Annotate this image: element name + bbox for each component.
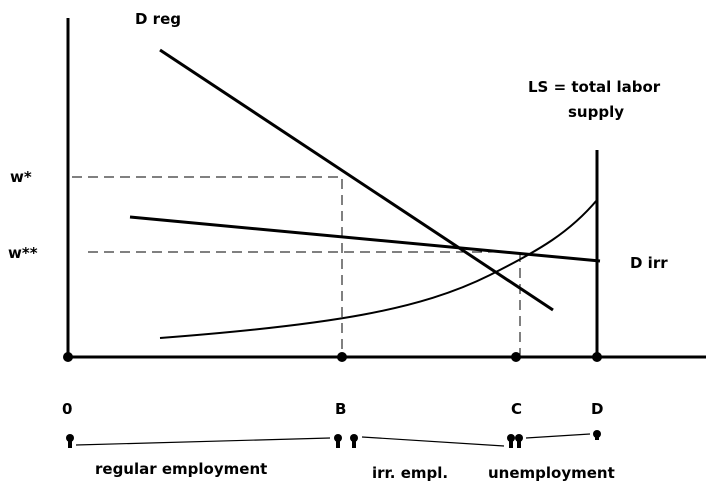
pins	[66, 430, 601, 448]
point-label: 0	[62, 400, 72, 418]
segment-label: irr. empl.	[372, 464, 448, 482]
span-line	[525, 433, 591, 439]
point-label: C	[511, 400, 522, 418]
segment-label: unemployment	[488, 464, 615, 482]
span-line	[361, 436, 505, 447]
w-star-label: w*	[10, 168, 32, 186]
axis-dot	[63, 352, 73, 362]
ls-label: LS = total labor	[528, 78, 661, 96]
point-label: B	[335, 400, 346, 418]
ls-label: supply	[568, 103, 624, 121]
irregular-supply-curve	[159, 199, 598, 339]
w-star-guide	[72, 176, 343, 357]
axis-dot	[337, 352, 347, 362]
span-line	[75, 437, 331, 446]
d-reg-line	[159, 48, 554, 312]
d-irr-label: D irr	[630, 254, 668, 272]
d-irr-line	[129, 215, 601, 263]
axis-dot	[592, 352, 602, 362]
axis-dot	[511, 352, 521, 362]
d-reg-label: D reg	[135, 10, 181, 28]
w-star-star-guide	[88, 251, 521, 357]
point-label: D	[591, 400, 603, 418]
segment-label: regular employment	[95, 460, 267, 478]
w-star-star-label: w**	[8, 244, 38, 262]
